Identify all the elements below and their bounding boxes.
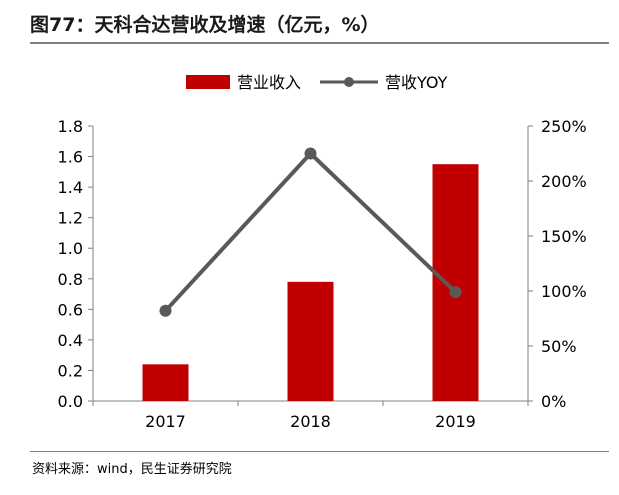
y-left-tick-label: 0.6: [58, 300, 83, 319]
x-tick-label: 2018: [290, 412, 331, 431]
y-right-tick-label: 50%: [541, 337, 577, 356]
y-left-tick-label: 1.8: [58, 117, 83, 136]
legend-line-marker: [344, 77, 354, 87]
x-tick-label: 2017: [145, 412, 186, 431]
title-rule: [30, 42, 609, 44]
y-left-tick-label: 1.0: [58, 239, 83, 258]
y-right-tick-label: 200%: [541, 172, 587, 191]
y-right-tick-label: 150%: [541, 227, 587, 246]
x-tick-label: 2019: [435, 412, 476, 431]
y-left-tick-label: 0.0: [58, 392, 83, 411]
y-left-tick-label: 0.8: [58, 270, 83, 289]
bar-revenue-2019: [432, 164, 479, 401]
yoy-point-2019: [449, 286, 462, 299]
bar-series: [142, 164, 479, 401]
figure-title: 图77：天科合达营收及增速（亿元，%）: [30, 14, 380, 36]
yoy-point-2018: [304, 147, 317, 160]
y-right-tick-label: 250%: [541, 117, 587, 136]
y-left-tick-label: 1.2: [58, 209, 83, 228]
chart-axes: 0.0 0.2 0.4 0.6 0.8 1.0 1.2 1.4 1.6 1.8 0% 50% 100% 1…: [58, 117, 587, 431]
bar-revenue-2017: [142, 364, 189, 401]
y-right-tick-label: 0%: [541, 392, 566, 411]
y-left-tick-label: 0.2: [58, 361, 83, 380]
source-note: 资料来源：wind，民生证券研究院: [32, 462, 232, 477]
y-left-tick-label: 1.4: [58, 178, 83, 197]
source-rule: [30, 451, 609, 452]
line-series: [159, 147, 462, 317]
y-right-tick-label: 100%: [541, 282, 587, 301]
legend-bar-swatch: [186, 75, 230, 89]
legend-bar-label: 营业收入: [237, 73, 301, 92]
y-left-tick-label: 0.4: [58, 331, 83, 350]
legend: 营业收入 营收YOY: [186, 73, 448, 92]
yoy-point-2017: [159, 304, 172, 317]
y-left-tick-label: 1.6: [58, 148, 83, 167]
bar-revenue-2018: [287, 281, 334, 401]
legend-line-label: 营收YOY: [385, 73, 448, 92]
